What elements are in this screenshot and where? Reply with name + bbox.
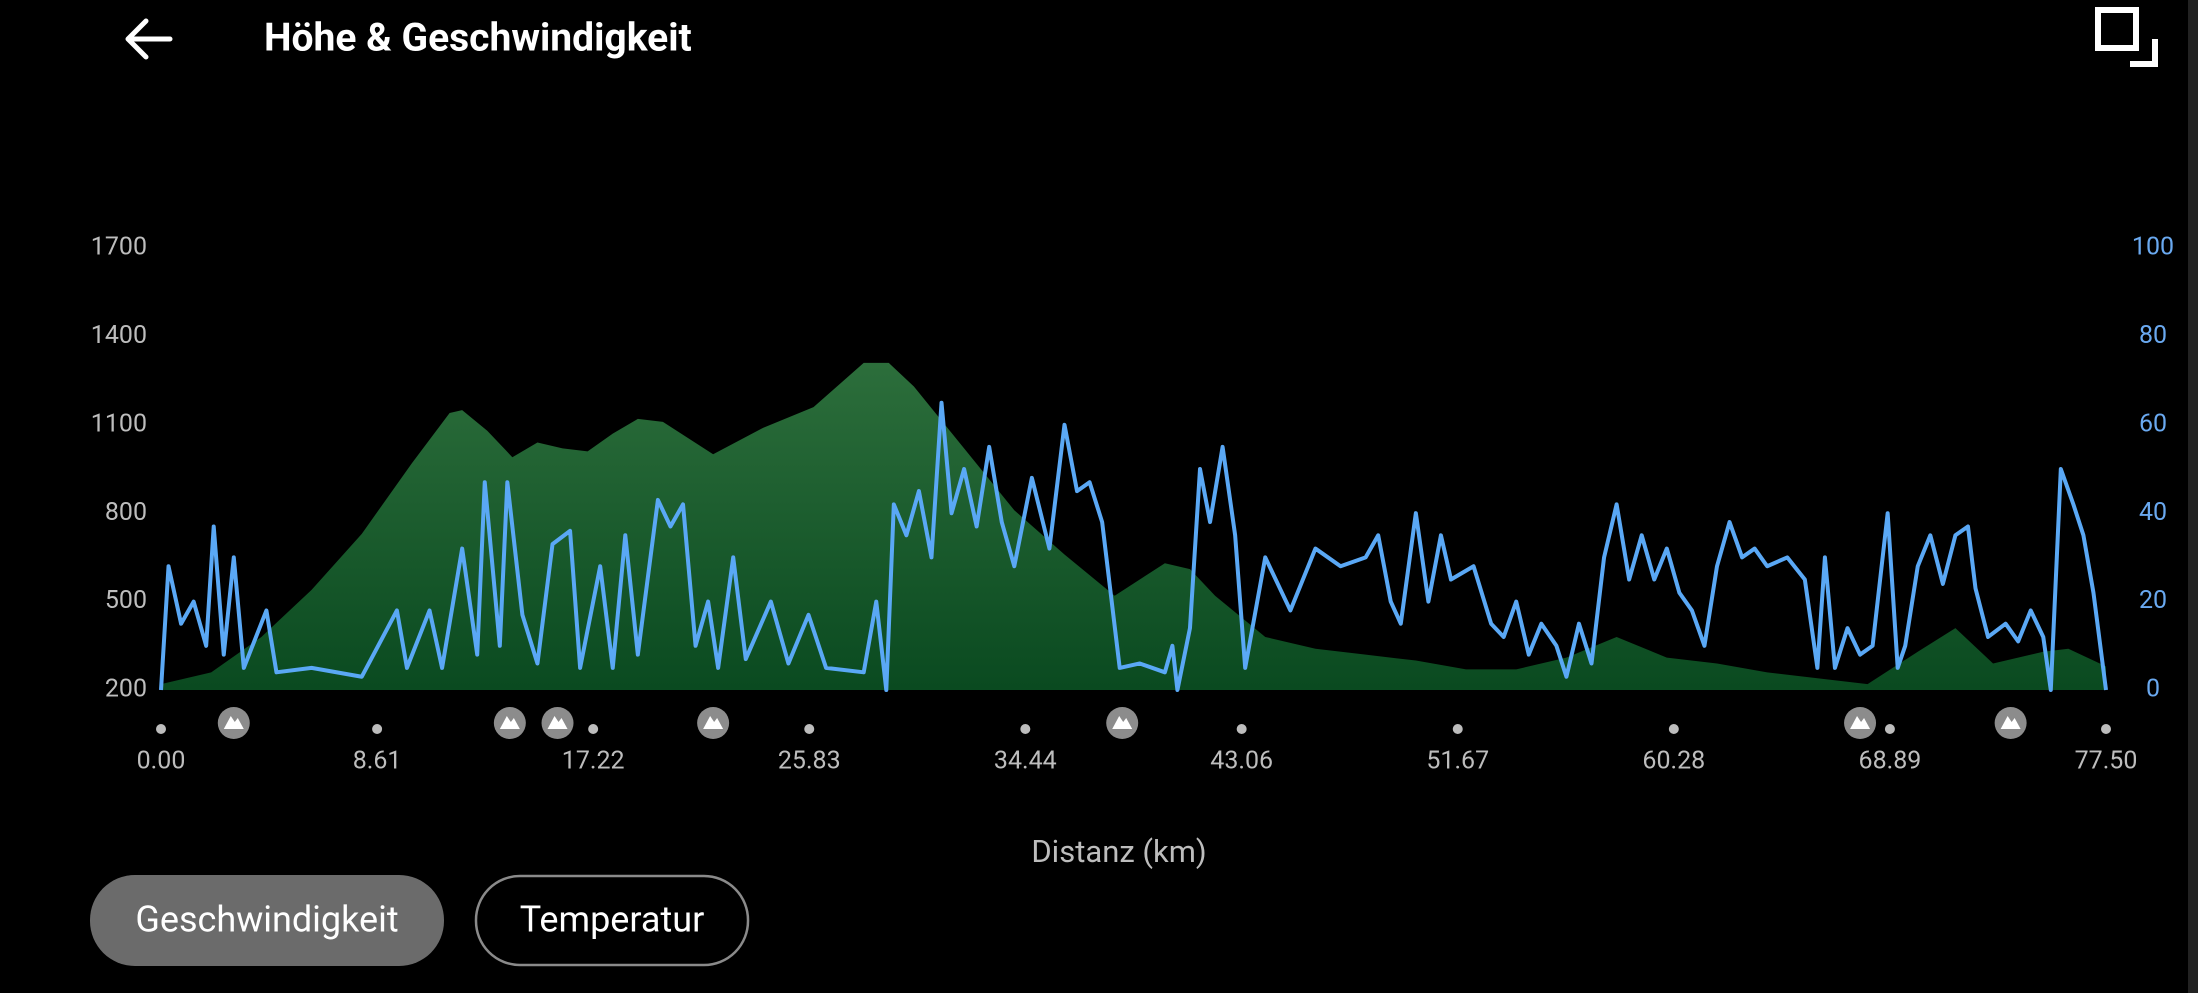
x-tick-dot [1452, 724, 1463, 734]
x-tick-label: 68.89 [1859, 747, 1922, 776]
x-tick-dot [1884, 724, 1895, 734]
x-tick-dot [2101, 724, 2111, 734]
peak-marker-icon [547, 716, 568, 729]
tab-button[interactable] [474, 874, 750, 967]
tab-button[interactable] [90, 875, 444, 966]
tab-temperature[interactable]: Temperatur [474, 874, 750, 967]
x-tick-label: 43.06 [1210, 747, 1273, 776]
y-tick-label: 1700 [91, 233, 147, 262]
peak-marker [541, 707, 574, 739]
peak-marker-icon [2000, 716, 2021, 729]
peak-marker [1994, 707, 2027, 739]
y2-tick-label: 100 [2132, 233, 2174, 262]
x-tick-dot [588, 724, 599, 734]
y-tick-label: 500 [105, 586, 147, 615]
x-tick-label: 8.61 [353, 747, 402, 776]
y-tick-label: 200 [105, 675, 147, 704]
fullscreen-icon[interactable] [2130, 39, 2158, 67]
y2-tick-label: 40 [2139, 498, 2167, 527]
x-tick-label: 0.00 [137, 747, 186, 776]
peak-marker-icon [223, 716, 244, 729]
x-tick-label: 60.28 [1642, 747, 1705, 776]
peak-marker-icon [499, 716, 520, 729]
speed-line [159, 400, 2108, 692]
y2-tick-label: 60 [2139, 409, 2167, 438]
x-tick-label: 51.67 [1426, 747, 1489, 776]
peak-marker [697, 707, 730, 739]
x-tick-dot [1236, 724, 1247, 734]
peak-marker [217, 707, 250, 739]
fullscreen-icon[interactable] [2095, 7, 2139, 51]
x-tick-dot [1668, 724, 1679, 734]
peak-marker-icon [703, 716, 724, 729]
tab-speed[interactable]: Geschwindigkeit [90, 875, 444, 966]
peak-marker-icon [1850, 716, 1871, 729]
peak-marker [1106, 707, 1139, 739]
scrollbar [2188, 0, 2198, 993]
peak-marker-icon [1112, 716, 1133, 729]
back-arrow[interactable] [125, 18, 173, 60]
x-tick-dot [804, 724, 815, 734]
screen-title: Höhe & Geschwindigkeit [264, 14, 692, 60]
x-axis-label: Distanz (km) [1031, 833, 1206, 870]
y-tick-label: 1400 [91, 321, 147, 350]
fullscreen-button[interactable] [2095, 7, 2158, 67]
x-tick-label: 25.83 [778, 747, 841, 776]
peak-marker [493, 707, 526, 739]
tab-label[interactable]: Temperatur [520, 899, 705, 941]
x-tick-label: 34.44 [994, 747, 1057, 776]
x-tick-dot [1020, 724, 1031, 734]
y-tick-label: 1100 [91, 409, 147, 438]
back-button[interactable] [125, 18, 173, 60]
peak-marker [1844, 707, 1877, 739]
x-tick-label: 17.22 [562, 747, 625, 776]
y2-tick-label: 0 [2146, 675, 2160, 704]
y2-tick-label: 80 [2139, 321, 2167, 350]
tab-label[interactable]: Geschwindigkeit [135, 899, 398, 941]
x-tick-dot [156, 724, 166, 734]
y2-tick-label: 20 [2139, 586, 2167, 615]
y-tick-label: 800 [105, 498, 147, 527]
elevation-area [161, 362, 2106, 690]
x-tick-dot [372, 724, 383, 734]
x-tick-label: 77.50 [2075, 747, 2138, 776]
